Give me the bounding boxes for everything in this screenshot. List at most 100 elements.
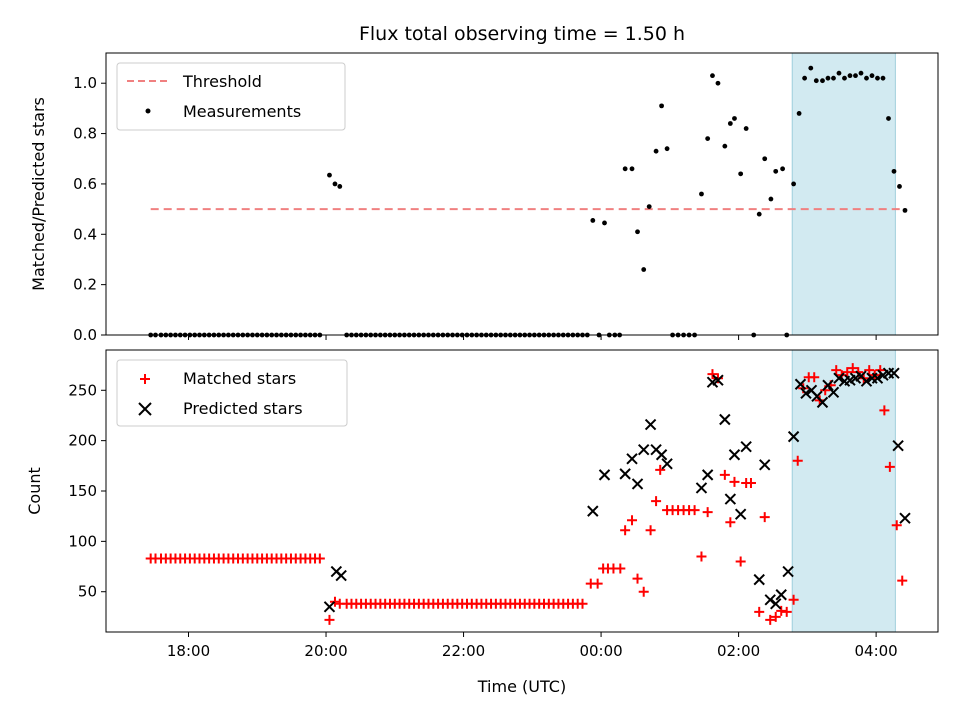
matched-stars-point xyxy=(781,606,792,617)
predicted-stars-point xyxy=(335,569,347,582)
predicted-stars-point xyxy=(740,440,752,453)
ratio-panel-legend: Threshold Measurements xyxy=(116,62,346,131)
matched-stars-point xyxy=(735,556,746,567)
predicted-stars-point xyxy=(759,459,771,471)
matched-stars-point xyxy=(324,614,335,625)
predicted-legend-swatch xyxy=(138,402,152,416)
predicted-stars-point xyxy=(626,453,638,465)
measurement-point xyxy=(732,116,737,121)
predicted-stars-point xyxy=(644,418,657,431)
matched-legend-label: Matched stars xyxy=(183,369,296,388)
matched-stars-point xyxy=(770,611,781,622)
measurement-point xyxy=(635,229,640,235)
measurement-point xyxy=(590,218,596,223)
measurement-point xyxy=(791,181,797,187)
measurement-point xyxy=(722,143,728,149)
predicted-stars-point xyxy=(899,512,911,524)
matched-stars-point xyxy=(645,525,656,536)
y-tick-label: 200 xyxy=(68,432,97,450)
y-tick-label: 0.0 xyxy=(73,326,97,344)
predicted-stars-point xyxy=(323,601,336,613)
measurement-point xyxy=(880,75,886,81)
predicted-stars-point xyxy=(637,443,650,456)
matched-stars-point xyxy=(638,586,649,597)
predicted-stars-point xyxy=(661,458,673,470)
predicted-stars-point xyxy=(800,387,812,400)
measurement-point xyxy=(836,70,842,76)
matched-stars-point xyxy=(842,367,853,378)
matched-stars-point xyxy=(792,455,803,466)
measurement-point xyxy=(646,204,652,209)
predicted-stars-point xyxy=(787,430,800,443)
count-panel: 18:00 20:00 22:00 00:00 02:00 04:00 50 100 150 20… xyxy=(25,349,939,660)
predicted-stars-point xyxy=(719,413,731,426)
matched-stars-point xyxy=(864,365,875,376)
x-tick-label: 04:00 xyxy=(854,642,897,660)
measurement-point xyxy=(825,75,831,81)
y-tick-label: 0.2 xyxy=(73,276,97,294)
matched-stars-point xyxy=(329,596,340,607)
x-icon xyxy=(138,402,152,416)
measurement-point xyxy=(897,184,902,189)
measurement-point xyxy=(710,73,715,79)
y-tick-label: 0.4 xyxy=(73,225,97,243)
measurement-point xyxy=(869,73,875,79)
measurements-legend-label: Measurements xyxy=(183,102,301,121)
ratio-panel-ticks: 0.0 0.2 0.4 0.6 0.8 1.0 xyxy=(73,74,877,344)
measurement-point xyxy=(875,75,880,81)
matched-stars-point xyxy=(884,461,895,472)
measurement-point xyxy=(762,156,768,162)
predicted-stars-point xyxy=(728,449,741,461)
measurement-point xyxy=(773,168,779,174)
measurement-point xyxy=(727,121,733,126)
predicted-stars-point xyxy=(695,482,708,494)
ratio-panel-frame xyxy=(105,52,939,336)
predicted-legend-label: Predicted stars xyxy=(183,399,303,418)
predicted-stars-point xyxy=(598,469,611,481)
matched-stars-point xyxy=(788,594,799,605)
predicted-stars-point xyxy=(775,589,787,601)
measurement-point xyxy=(780,166,786,172)
matched-stars-point xyxy=(702,507,713,518)
measurement-point xyxy=(831,75,836,81)
matched-stars-point xyxy=(620,525,631,536)
measurement-point xyxy=(622,166,628,172)
matched-stars-point xyxy=(592,578,603,589)
matched-stars-point xyxy=(831,365,842,376)
predicted-stars-point xyxy=(833,372,845,384)
measurement-point xyxy=(327,172,332,178)
matched-stars-point xyxy=(754,606,765,617)
y-tick-label: 250 xyxy=(68,381,97,399)
matched-legend-swatch xyxy=(140,374,150,384)
measurement-point xyxy=(820,78,825,84)
measurement-point xyxy=(808,65,814,71)
count-panel-legend: Matched stars Predicted stars xyxy=(116,359,348,427)
ratio-panel: 0.0 0.2 0.4 0.6 0.8 1.0 Matched/Predicted sta… xyxy=(29,52,939,344)
predicted-stars-point xyxy=(655,449,668,461)
measurement-point xyxy=(858,70,864,76)
matched-stars-point xyxy=(776,605,787,616)
predicted-stars-point xyxy=(587,505,599,517)
measurement-point xyxy=(802,75,808,81)
x-tick-label: 22:00 xyxy=(442,642,485,660)
matched-stars-point xyxy=(655,464,666,475)
measurement-point xyxy=(864,75,869,81)
count-points xyxy=(145,363,911,625)
predicted-stars-point xyxy=(782,565,794,578)
matched-stars-point xyxy=(891,520,902,531)
predicted-stars-point xyxy=(827,386,840,399)
predicted-stars-point xyxy=(734,508,747,520)
count-panel-frame xyxy=(105,349,939,633)
predicted-stars-point xyxy=(794,378,807,390)
measurement-point xyxy=(641,267,647,272)
measurement-point xyxy=(602,220,607,226)
matched-stars-point xyxy=(696,551,707,562)
y-tick-label: 50 xyxy=(78,583,97,601)
measurement-point xyxy=(847,73,853,79)
threshold-legend-label: Threshold xyxy=(182,72,262,91)
measurement-point xyxy=(659,103,664,109)
measurement-point xyxy=(699,191,704,197)
measurement-point xyxy=(853,73,858,79)
x-axis-label: Time (UTC) xyxy=(477,677,566,696)
predicted-stars-point xyxy=(631,478,644,490)
